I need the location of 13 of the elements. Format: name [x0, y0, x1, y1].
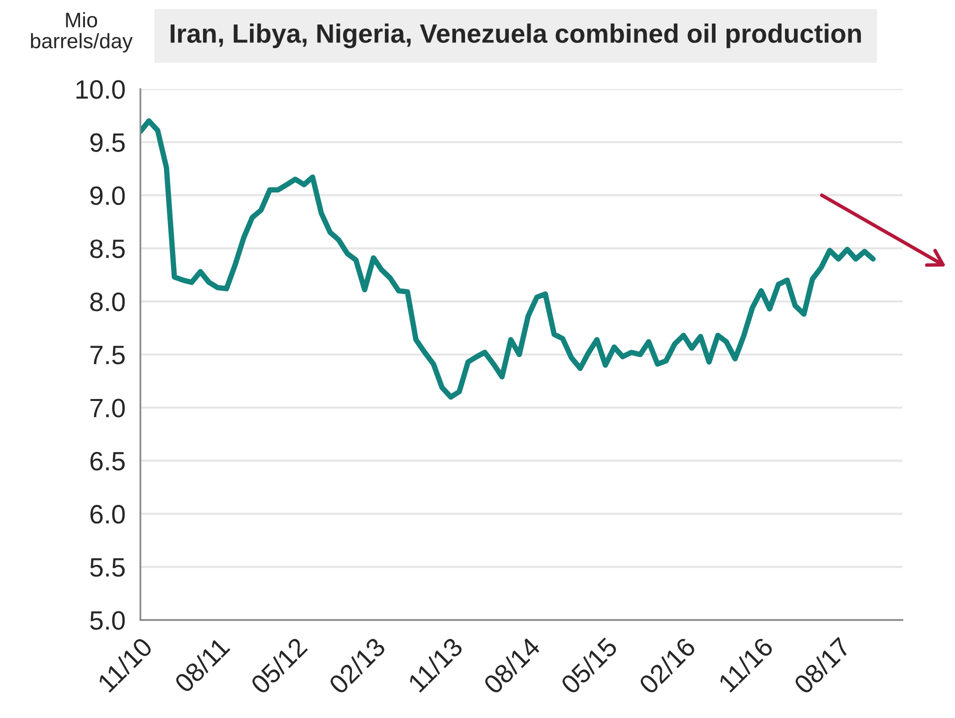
y-tick-label: 6.5 — [90, 452, 125, 471]
y-tick-label: 7.0 — [90, 398, 125, 418]
y-tick-label: 6.0 — [90, 504, 125, 524]
chart-title: Iran, Libya, Nigeria, Venezuela combined oil production — [170, 24, 861, 48]
y-tick-label: 7.5 — [90, 346, 125, 364]
y-axis-title: Mio barrels/day — [30, 12, 133, 52]
y-tick-label: 5.5 — [90, 558, 125, 577]
y-tick-label: 8.0 — [90, 292, 125, 312]
y-tick-label: 5.0 — [90, 611, 125, 630]
y-tick-label: 8.5 — [90, 239, 125, 258]
y-tick-label: 10.0 — [76, 80, 125, 99]
y-tick-label: 9.0 — [90, 186, 125, 206]
y-tick-label: 9.5 — [90, 133, 125, 152]
